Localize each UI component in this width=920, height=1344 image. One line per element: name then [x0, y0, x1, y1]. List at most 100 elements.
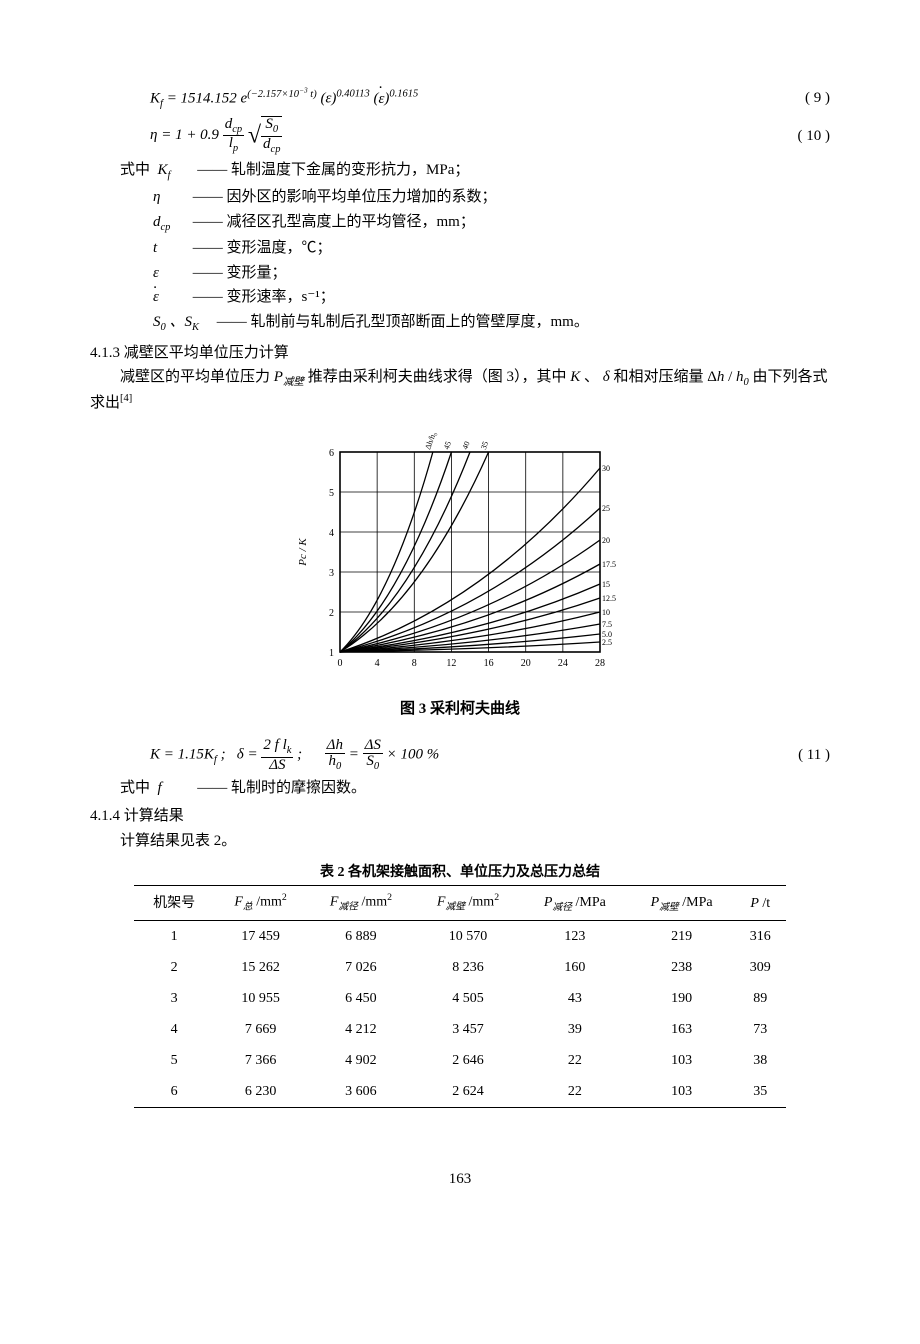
svg-text:17.5: 17.5: [602, 560, 616, 569]
table-row: 310 9556 4504 5054319089: [134, 983, 785, 1014]
table-header-cell: F减壁 /mm2: [414, 886, 521, 921]
table-cell: 4 212: [307, 1014, 414, 1045]
table-cell: 123: [522, 921, 629, 953]
section-4-1-3-paragraph: 减壁区的平均单位压力 P减壁 推荐由采利柯夫曲线求得（图 3），其中 K 、 δ…: [90, 366, 830, 414]
def-sym: t: [153, 237, 189, 260]
def-text: —— 变形速率，s⁻¹；: [189, 289, 335, 305]
table-cell: 17 459: [214, 921, 308, 953]
def-text: —— 变形温度，℃；: [189, 240, 332, 256]
def-11-sym: f: [158, 777, 194, 800]
defs-header: 式中: [120, 162, 150, 178]
table-cell: 238: [628, 952, 735, 983]
svg-text:24: 24: [558, 658, 568, 669]
table-cell: 2: [134, 952, 213, 983]
table-cell: 43: [522, 983, 629, 1014]
def-text: —— 轧制温度下金属的变形抗力，MPa；: [194, 162, 470, 178]
figure-3-caption: 图 3 采利柯夫曲线: [90, 698, 830, 721]
table-cell: 8 236: [414, 952, 521, 983]
equation-10: η = 1 + 0.9 dcp lp √ S0 dcp ( 10 ): [150, 116, 830, 155]
table-cell: 7 669: [214, 1014, 308, 1045]
table-cell: 219: [628, 921, 735, 953]
table-cell: 1: [134, 921, 213, 953]
table-cell: 38: [735, 1045, 786, 1076]
table-cell: 39: [522, 1014, 629, 1045]
svg-text:10: 10: [602, 608, 610, 617]
equation-10-number: ( 10 ): [770, 125, 830, 148]
table-cell: 6 230: [214, 1076, 308, 1108]
table-header-cell: 机架号: [134, 886, 213, 921]
table-cell: 6 889: [307, 921, 414, 953]
svg-text:12: 12: [446, 658, 456, 669]
table-cell: 10 570: [414, 921, 521, 953]
svg-text:15: 15: [602, 580, 610, 589]
table-row: 47 6694 2123 4573916373: [134, 1014, 785, 1045]
equation-11-body: K = 1.15Kf ; δ = 2 f lk ΔS ; Δh h0 = ΔS …: [150, 738, 770, 773]
svg-text:2.5: 2.5: [602, 638, 612, 647]
table-cell: 3: [134, 983, 213, 1014]
table-header-cell: F减径 /mm2: [307, 886, 414, 921]
table-cell: 22: [522, 1045, 629, 1076]
table-cell: 309: [735, 952, 786, 983]
def-sym: ε: [153, 262, 189, 285]
table-cell: 10 955: [214, 983, 308, 1014]
svg-text:1: 1: [329, 648, 334, 659]
table-cell: 103: [628, 1076, 735, 1108]
page-number: 163: [90, 1168, 830, 1191]
equation-9: Kf = 1514.152 e(−2.157×10−3 t) (ε)0.4011…: [150, 84, 830, 112]
table-cell: 4 505: [414, 983, 521, 1014]
svg-text:35: 35: [479, 440, 490, 451]
svg-text:45: 45: [442, 440, 453, 451]
svg-text:4: 4: [329, 528, 334, 539]
table-cell: 4: [134, 1014, 213, 1045]
def-sym: dcp: [153, 211, 189, 236]
svg-text:8: 8: [412, 658, 417, 669]
table-cell: 103: [628, 1045, 735, 1076]
table-cell: 22: [522, 1076, 629, 1108]
table-cell: 6 450: [307, 983, 414, 1014]
figure-3: 0481216202428123456Pc / KΔh/h₀ = 50%4540…: [90, 432, 830, 690]
def-11: 式中 f —— 轧制时的摩擦因数。: [120, 777, 830, 800]
def-text: —— 变形量；: [189, 265, 287, 281]
table-header-cell: P减径 /MPa: [522, 886, 629, 921]
svg-text:7.5: 7.5: [602, 620, 612, 629]
svg-text:20: 20: [521, 658, 531, 669]
svg-text:25: 25: [602, 504, 610, 513]
table-cell: 4 902: [307, 1045, 414, 1076]
table-header-cell: P /t: [735, 886, 786, 921]
svg-text:30: 30: [602, 464, 610, 473]
table-header-cell: F总 /mm2: [214, 886, 308, 921]
table-cell: 35: [735, 1076, 786, 1108]
table-cell: 160: [522, 952, 629, 983]
svg-text:2: 2: [329, 608, 334, 619]
def-11-text: —— 轧制时的摩擦因数。: [197, 780, 366, 796]
svg-text:0: 0: [338, 658, 343, 669]
svg-text:Pc / K: Pc / K: [297, 538, 309, 567]
table-cell: 6: [134, 1076, 213, 1108]
equation-9-number: ( 9 ): [770, 87, 830, 110]
table-2-caption: 表 2 各机架接触面积、单位压力及总压力总结: [90, 862, 830, 883]
svg-text:20: 20: [602, 536, 610, 545]
table-cell: 3 606: [307, 1076, 414, 1108]
table-cell: 89: [735, 983, 786, 1014]
def-sym: S0 、SK: [153, 311, 213, 336]
svg-text:40: 40: [460, 440, 471, 451]
def-sym: η: [153, 186, 189, 209]
def-text: —— 轧制前与轧制后孔型顶部断面上的管壁厚度，mm。: [213, 314, 589, 330]
table-cell: 73: [735, 1014, 786, 1045]
table-header-cell: P减壁 /MPa: [628, 886, 735, 921]
figure-3-chart: 0481216202428123456Pc / KΔh/h₀ = 50%4540…: [290, 432, 630, 682]
svg-text:5: 5: [329, 488, 334, 499]
table-cell: 7 026: [307, 952, 414, 983]
table-row: 66 2303 6062 6242210335: [134, 1076, 785, 1108]
def-text: —— 减径区孔型高度上的平均管径，mm；: [189, 214, 475, 230]
section-4-1-4-title: 4.1.4 计算结果: [90, 805, 830, 828]
equation-11-number: ( 11 ): [770, 744, 830, 767]
table-cell: 15 262: [214, 952, 308, 983]
table-cell: 2 624: [414, 1076, 521, 1108]
table-cell: 190: [628, 983, 735, 1014]
def-text: —— 因外区的影响平均单位压力增加的系数；: [189, 189, 497, 205]
section-4-1-4-paragraph: 计算结果见表 2。: [90, 830, 830, 853]
equation-11: K = 1.15Kf ; δ = 2 f lk ΔS ; Δh h0 = ΔS …: [150, 738, 830, 773]
def-sym: ε·: [153, 286, 189, 309]
table-cell: 163: [628, 1014, 735, 1045]
